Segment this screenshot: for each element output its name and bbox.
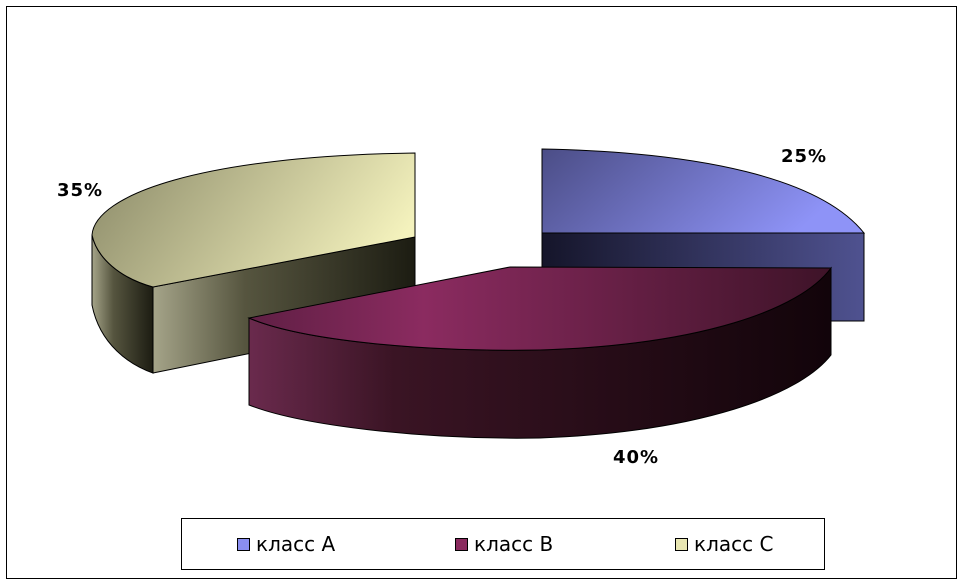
legend-label-class-c: класс C [694,532,774,556]
legend-item-class-c: класс C [675,532,773,556]
legend: класс A класс B класс C [181,518,825,570]
slice-class-c-top [91,152,416,288]
legend-swatch-class-b [455,537,468,551]
data-label-class-b: 40% [613,447,660,468]
legend-swatch-class-a [237,537,250,551]
legend-label-class-b: класс B [474,532,554,556]
slice-class-b [247,266,832,439]
slice-class-c [91,152,416,374]
slice-class-a-top [541,148,866,234]
legend-label-class-a: класс A [256,532,336,556]
slice-class-b-top [247,266,832,351]
legend-item-class-a: класс A [237,532,335,556]
data-label-class-a: 25% [781,146,828,167]
data-label-class-c: 35% [57,180,104,201]
legend-item-class-b: класс B [455,532,553,556]
legend-swatch-class-c [675,537,688,551]
